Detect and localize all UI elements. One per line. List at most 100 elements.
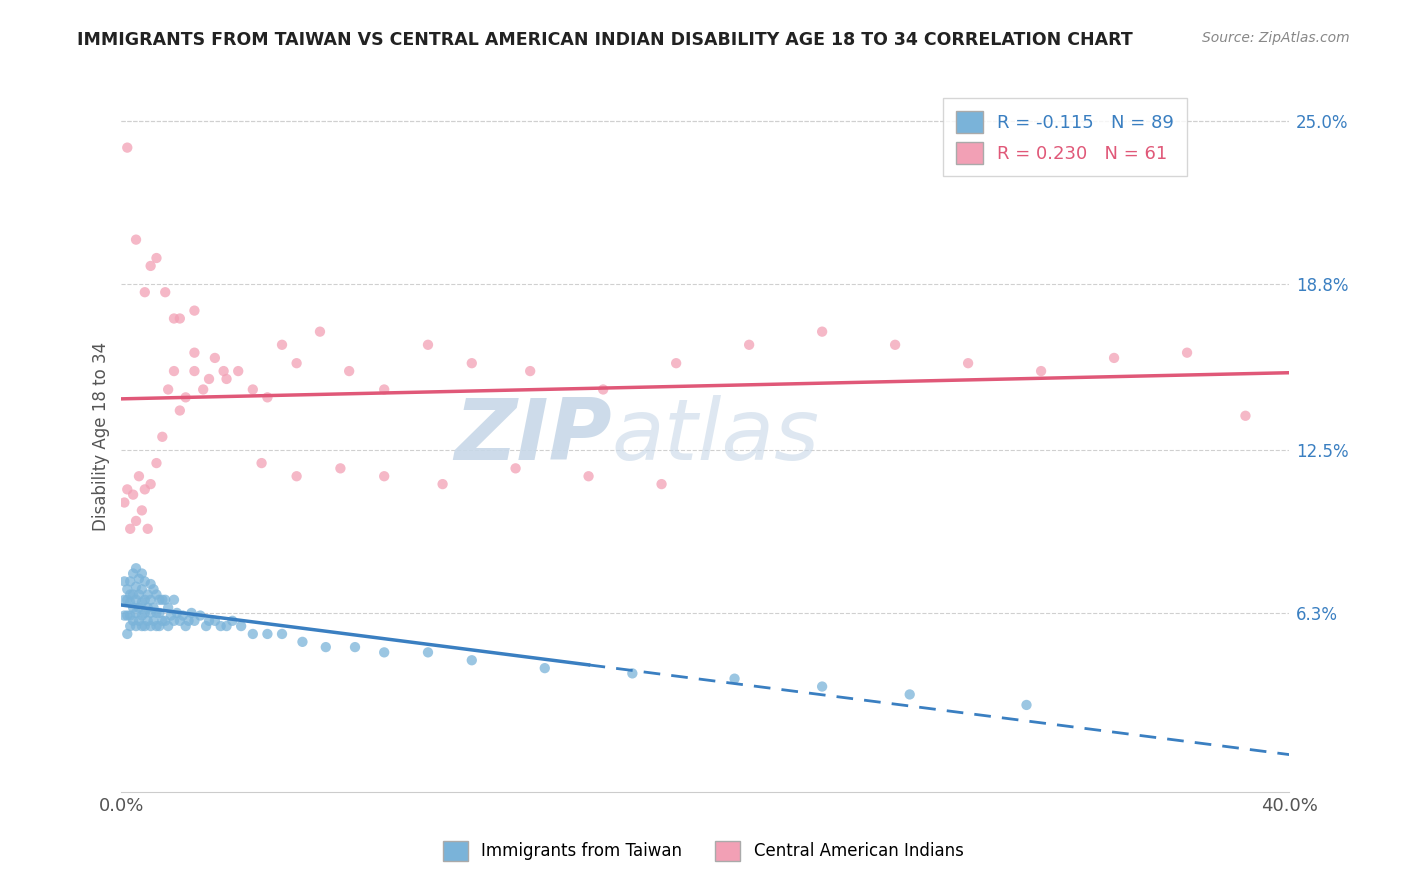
Point (139, 619, 162, 633)
Point (226, 364, 249, 378)
Point (212, 364, 235, 378)
Point (1015, 698, 1038, 712)
Point (125, 580, 148, 594)
Point (155, 285, 177, 300)
Point (139, 477, 162, 491)
Point (157, 600, 180, 615)
Point (139, 577, 162, 591)
Point (125, 592, 148, 607)
Point (134, 574, 156, 589)
Point (651, 477, 673, 491)
Point (343, 640, 366, 654)
Point (169, 614, 191, 628)
Point (163, 364, 186, 378)
Point (148, 592, 170, 607)
Point (131, 619, 153, 633)
Point (461, 356, 484, 370)
Point (128, 600, 150, 615)
Point (134, 606, 156, 620)
Point (163, 311, 186, 326)
Point (215, 372, 238, 386)
Point (416, 645, 439, 659)
Point (139, 259, 162, 273)
Point (898, 688, 921, 702)
Point (117, 483, 139, 497)
Point (131, 566, 153, 581)
Point (112, 608, 135, 623)
Point (271, 627, 294, 641)
Point (120, 522, 142, 536)
Point (112, 592, 135, 607)
Point (125, 619, 148, 633)
Point (131, 582, 153, 597)
Point (285, 356, 308, 370)
Point (432, 477, 454, 491)
Text: Source: ZipAtlas.com: Source: ZipAtlas.com (1202, 31, 1350, 45)
Point (125, 561, 148, 575)
Y-axis label: Disability Age 18 to 34: Disability Age 18 to 34 (93, 343, 110, 532)
Point (136, 614, 159, 628)
Point (204, 351, 226, 365)
Point (519, 364, 541, 378)
Point (163, 592, 186, 607)
Point (134, 285, 156, 300)
Point (723, 672, 745, 686)
Point (142, 582, 165, 597)
Point (160, 608, 183, 623)
Point (128, 588, 150, 602)
Point (128, 469, 150, 483)
Point (209, 619, 232, 633)
Point (242, 627, 264, 641)
Point (461, 653, 484, 667)
Point (174, 390, 197, 404)
Text: atlas: atlas (612, 395, 820, 478)
Point (177, 614, 200, 628)
Point (957, 356, 980, 370)
Point (120, 595, 142, 609)
Point (134, 592, 156, 607)
Point (145, 456, 167, 470)
Point (204, 614, 226, 628)
Point (183, 364, 205, 378)
Point (250, 456, 273, 470)
Point (148, 606, 170, 620)
Point (150, 614, 173, 628)
Point (131, 503, 153, 517)
Point (172, 608, 194, 623)
Point (1029, 364, 1052, 378)
Point (811, 325, 834, 339)
Point (122, 588, 145, 602)
Point (174, 619, 197, 633)
Point (271, 338, 294, 352)
Point (122, 566, 145, 581)
Point (231, 619, 253, 633)
Point (120, 588, 142, 602)
Point (180, 606, 202, 620)
Point (136, 522, 159, 536)
Point (128, 572, 150, 586)
Point (195, 619, 218, 633)
Point (291, 635, 314, 649)
Point (145, 588, 167, 602)
Legend: R = -0.115   N = 89, R = 0.230   N = 61: R = -0.115 N = 89, R = 0.230 N = 61 (943, 98, 1187, 177)
Point (148, 619, 170, 633)
Point (416, 338, 439, 352)
Point (125, 606, 148, 620)
Point (131, 608, 153, 623)
Point (665, 356, 688, 370)
Point (157, 383, 180, 397)
Point (166, 606, 188, 620)
Point (215, 619, 238, 633)
Point (145, 619, 167, 633)
Point (1102, 351, 1125, 365)
Point (884, 338, 907, 352)
Point (256, 627, 278, 641)
Point (122, 600, 145, 615)
Point (1175, 345, 1198, 359)
Point (112, 574, 135, 589)
Point (198, 614, 221, 628)
Point (505, 461, 527, 475)
Point (145, 606, 167, 620)
Point (373, 469, 395, 483)
Point (373, 645, 395, 659)
